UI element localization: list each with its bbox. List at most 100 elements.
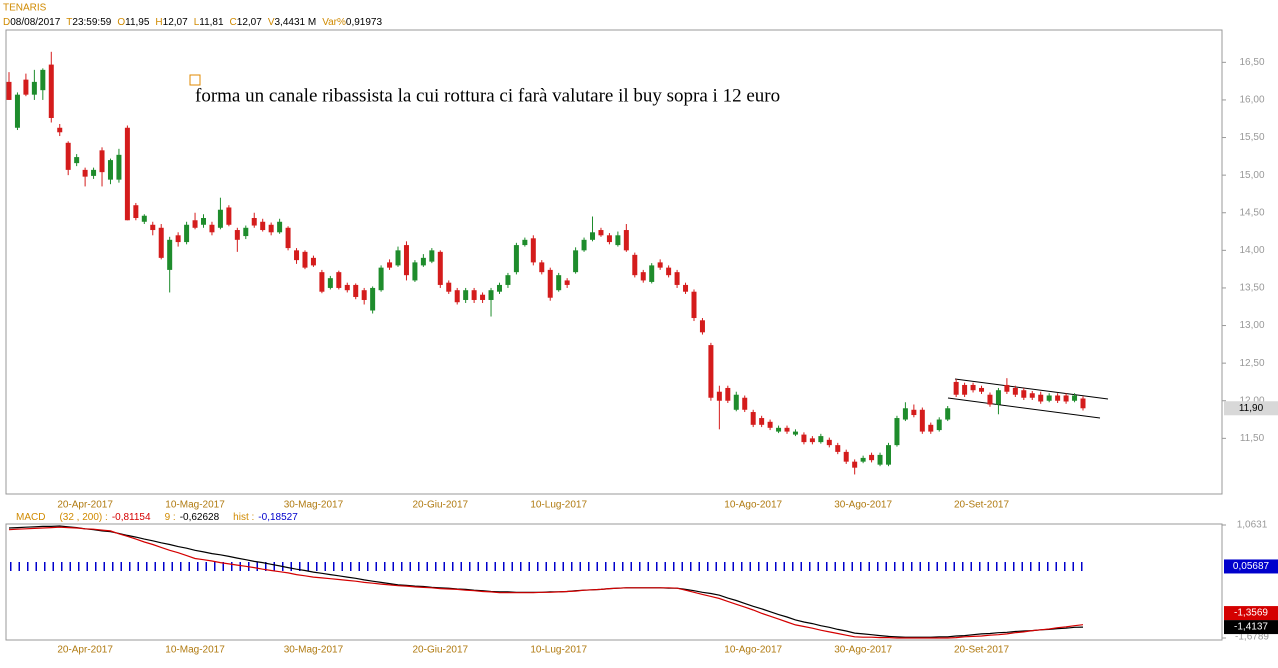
- price-panel: [5, 29, 1223, 495]
- y-tick-box: [1224, 559, 1278, 574]
- annotation: forma un canale ribassista la cui rottur…: [195, 85, 780, 106]
- candle-body: [454, 290, 460, 303]
- x-tick-label: 20-Apr-2017: [57, 645, 113, 656]
- candle-body: [640, 272, 646, 281]
- macd-panel: [5, 523, 1223, 641]
- candle-body: [184, 224, 190, 243]
- candle-body: [894, 418, 900, 446]
- candle-body: [6, 81, 12, 100]
- candle-body: [733, 394, 739, 410]
- candle-body: [327, 278, 333, 288]
- info-key: V: [268, 17, 275, 28]
- candle-body: [1029, 393, 1035, 398]
- candle-body: [987, 394, 993, 405]
- y-tick-label: 14,00: [1239, 245, 1264, 256]
- candle-body: [387, 262, 393, 268]
- candle-body: [116, 154, 122, 180]
- candle-body: [217, 209, 223, 228]
- candle-body: [243, 227, 249, 237]
- candle-body: [776, 427, 782, 432]
- last-value-box: [1224, 606, 1278, 621]
- x-tick-label: 20-Set-2017: [954, 500, 1009, 511]
- candle-body: [294, 250, 300, 261]
- candle-body: [801, 434, 807, 443]
- candle-body: [133, 205, 139, 219]
- info-key: H: [155, 17, 162, 28]
- candle-body: [573, 250, 579, 273]
- macd-header-item: (32 , 200) :: [59, 512, 107, 523]
- candle-body: [581, 239, 587, 251]
- candle-body: [48, 64, 54, 118]
- candle-body: [902, 408, 908, 420]
- last-value-box: [1224, 620, 1278, 635]
- candle-body: [1004, 384, 1010, 392]
- macd-header-item: -0,62628: [180, 512, 220, 523]
- candle-body: [378, 267, 384, 291]
- candle-body: [319, 272, 325, 292]
- candle-body: [1055, 395, 1061, 401]
- macd-header: MACD (32 , 200) : -0,81154 9 : -0,62628 hist …: [16, 512, 298, 523]
- macd-header-item: MACD: [16, 512, 45, 523]
- candle-body: [209, 224, 215, 233]
- y-tick-label: 11,50: [1240, 433, 1265, 444]
- candle-body: [843, 451, 849, 462]
- candle-body: [852, 461, 858, 468]
- last-price-box: [1224, 401, 1278, 416]
- candle-body: [674, 272, 680, 285]
- candle-body: [124, 127, 130, 221]
- candle-body: [395, 250, 401, 266]
- candle-body: [936, 419, 942, 431]
- candle-body: [57, 127, 63, 133]
- candle-body: [277, 221, 283, 233]
- candle-body: [412, 262, 418, 281]
- candle-body: [1046, 395, 1052, 401]
- y-tick-label: -1,6789: [1235, 632, 1269, 643]
- candle-body: [150, 224, 156, 231]
- candle-body: [995, 390, 1001, 405]
- candle-body: [1012, 387, 1018, 395]
- candle-body: [970, 384, 976, 391]
- info-value: 0,91973: [346, 17, 383, 28]
- candle-body: [226, 207, 232, 225]
- candle-body: [471, 290, 477, 300]
- y-tick-label: 13,00: [1239, 320, 1264, 331]
- candle-body: [14, 94, 20, 128]
- candle-body: [649, 265, 655, 282]
- candle-body: [885, 445, 891, 465]
- candle-body: [344, 284, 350, 291]
- candle-body: [590, 232, 596, 240]
- channel-lower: [947, 397, 1101, 419]
- candle-body: [784, 427, 790, 432]
- candle-body: [911, 409, 917, 416]
- info-key: C: [230, 17, 237, 28]
- candle-body: [522, 239, 528, 246]
- y-tick-label: 12,00: [1239, 395, 1264, 406]
- candle-body: [488, 290, 494, 300]
- x-tick-label: 10-Lug-2017: [530, 645, 587, 656]
- candle-body: [750, 412, 756, 425]
- candle-body: [809, 438, 815, 443]
- candle-body: [310, 257, 316, 266]
- candle-body: [657, 262, 663, 268]
- candle-body: [632, 254, 638, 276]
- x-tick-label: 10-Mag-2017: [165, 500, 225, 511]
- candle-body: [742, 397, 748, 410]
- info-value: 11,95: [125, 17, 150, 28]
- info-value: 08/08/2017: [10, 17, 60, 28]
- last-value-label: -1,4137: [1234, 622, 1268, 633]
- info-line: D08/08/2017 T23:59:59 O11,95 H12,07 L11,81 C1…: [3, 17, 382, 28]
- candle-body: [437, 251, 443, 285]
- candle-body: [99, 150, 105, 173]
- candle-body: [40, 69, 46, 91]
- candle-body: [547, 269, 553, 298]
- candle-body: [1063, 395, 1069, 402]
- candle-body: [623, 230, 629, 251]
- x-tick-label: 20-Set-2017: [954, 645, 1009, 656]
- y-tick-label: 1,0631: [1237, 520, 1268, 531]
- candle-body: [82, 169, 88, 177]
- candle-body: [869, 454, 875, 461]
- candle-body: [539, 262, 545, 273]
- candle-body: [158, 227, 164, 258]
- candle-body: [480, 294, 486, 300]
